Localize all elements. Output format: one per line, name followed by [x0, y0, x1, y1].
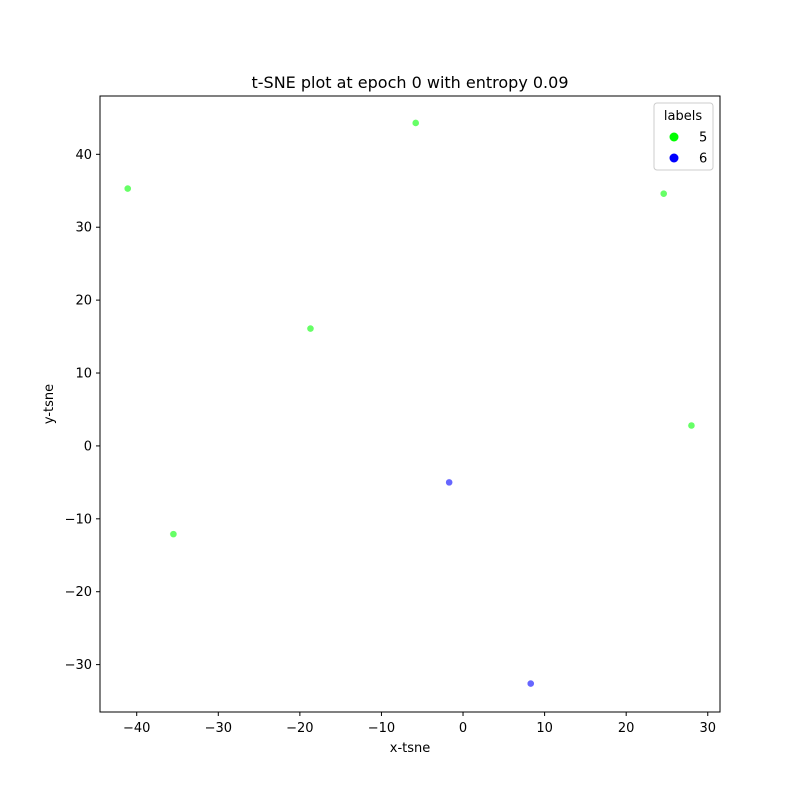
y-tick-label: 40: [75, 148, 92, 163]
data-point-label-5: [659, 189, 668, 198]
data-point-label-6: [526, 679, 535, 688]
points-layer: [123, 119, 696, 688]
y-axis-ticks: −30 −20 −10 0 10 20 30 40: [65, 148, 100, 673]
legend-marker-6: [669, 153, 679, 163]
legend: labels 5 6: [653, 102, 714, 171]
legend-label-5: 5: [699, 131, 707, 146]
x-axis-label: x-tsne: [390, 741, 431, 756]
x-tick-label: 10: [536, 721, 553, 736]
data-point-label-5: [687, 421, 696, 430]
x-tick-label: −40: [123, 721, 150, 736]
data-point-label-5: [306, 324, 315, 333]
x-tick-label: −30: [205, 721, 232, 736]
y-tick-label: 10: [75, 367, 92, 382]
y-tick-label: 0: [84, 439, 92, 454]
x-tick-label: 0: [459, 721, 467, 736]
data-point-label-6: [445, 478, 454, 487]
x-tick-label: 30: [699, 721, 716, 736]
legend-box: [653, 102, 714, 171]
y-axis-label: y-tsne: [42, 384, 57, 424]
y-tick-label: −20: [65, 585, 92, 600]
legend-label-6: 6: [699, 152, 707, 167]
x-axis-ticks: −40 −30 −20 −10 0 10 20 30: [123, 712, 716, 736]
x-tick-label: −20: [286, 721, 313, 736]
data-point-label-5: [411, 119, 420, 127]
plot-frame: [99, 95, 721, 713]
legend-title: labels: [664, 109, 702, 124]
x-tick-label: −10: [368, 721, 395, 736]
chart-title: t-SNE plot at epoch 0 with entropy 0.09: [252, 73, 569, 92]
y-tick-label: −30: [65, 658, 92, 673]
data-point-label-5: [123, 184, 132, 193]
legend-marker-5: [669, 132, 679, 142]
y-tick-label: 30: [75, 221, 92, 236]
y-tick-label: −10: [65, 512, 92, 527]
x-tick-label: 20: [618, 721, 635, 736]
y-tick-label: 20: [75, 294, 92, 309]
data-point-label-5: [169, 530, 178, 539]
